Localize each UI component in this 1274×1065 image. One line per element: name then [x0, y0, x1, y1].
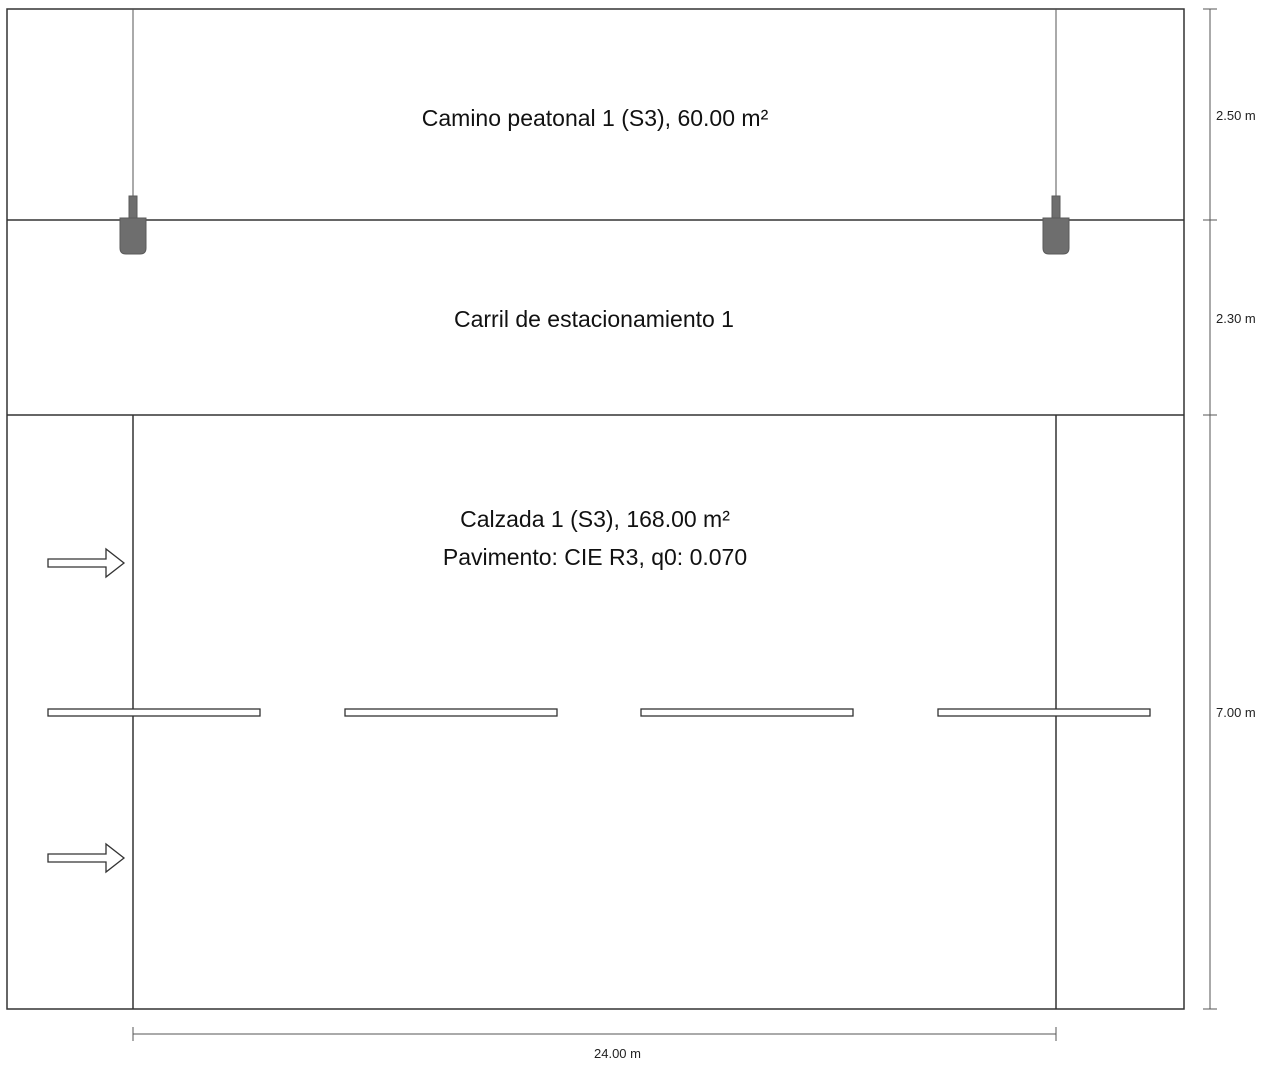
plan-outline [6, 8, 1185, 1010]
luminaire-2[interactable] [1042, 195, 1070, 255]
dimension-label-sidewalk: 2.50 m [1216, 108, 1256, 123]
zone-label-road: Calzada 1 (S3), 168.00 m² [460, 506, 730, 532]
zone-label-parking: Carril de estacionamiento 1 [454, 306, 734, 332]
zone-label-road-pavement: Pavimento: CIE R3, q0: 0.070 [443, 544, 747, 570]
lane-marking-3 [640, 708, 854, 717]
dimension-label-road: 7.00 m [1216, 705, 1256, 720]
dimension-label-parking: 2.30 m [1216, 311, 1256, 326]
lane-marking-2 [344, 708, 558, 717]
traffic-arrow-lane-1 [47, 547, 126, 579]
dimension-label-length: 24.00 m [594, 1046, 641, 1061]
luminaire-1[interactable] [119, 195, 147, 255]
traffic-arrow-lane-2 [47, 842, 126, 874]
vertical-dimension [1203, 8, 1217, 1010]
lane-marking-1 [47, 708, 261, 717]
zone-label-sidewalk: Camino peatonal 1 (S3), 60.00 m² [422, 105, 769, 131]
horizontal-dimension [132, 1027, 1057, 1041]
lane-marking-4 [937, 708, 1151, 717]
